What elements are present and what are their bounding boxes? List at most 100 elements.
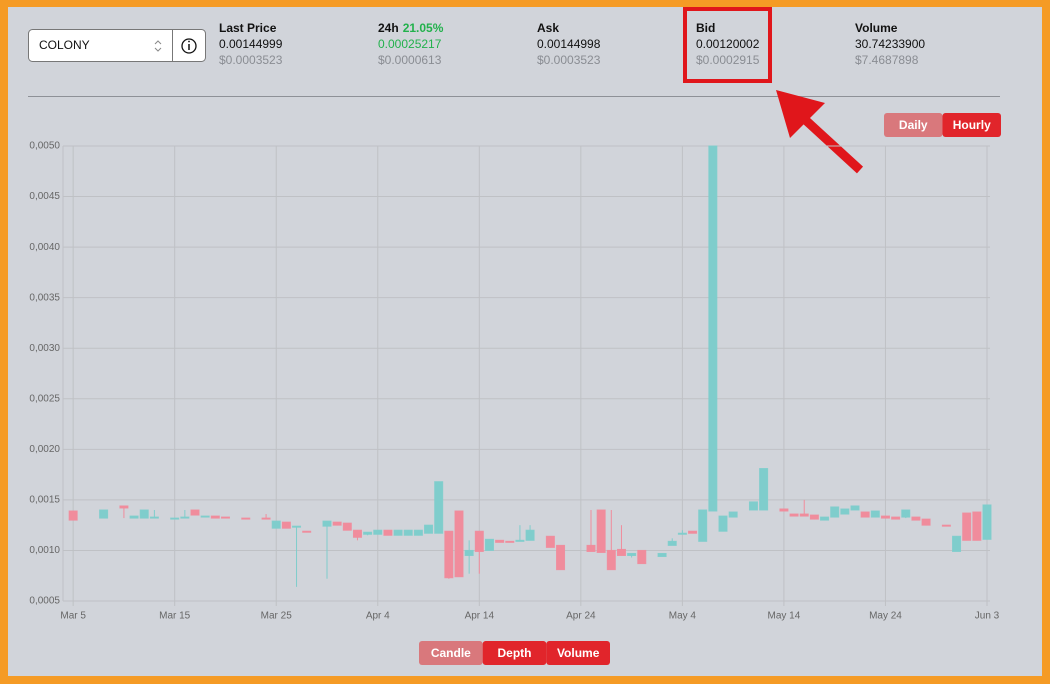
candle-body xyxy=(880,515,890,519)
candle-body xyxy=(474,530,484,552)
candle-body xyxy=(850,505,860,511)
x-tick-label: May 4 xyxy=(669,611,697,622)
candle-body xyxy=(911,516,921,521)
candle-body xyxy=(99,509,109,519)
candle-body xyxy=(68,510,78,521)
toggle-button[interactable] xyxy=(942,113,1002,137)
y-tick-label: 0,0045 xyxy=(29,191,60,202)
candle-body xyxy=(759,468,769,511)
x-tick-label: Mar 15 xyxy=(159,611,191,622)
candle-body xyxy=(779,508,789,512)
annotation-arrow xyxy=(776,90,864,174)
arrow-shaft xyxy=(796,111,864,174)
y-tick-label: 0,0010 xyxy=(29,545,60,556)
stat-label: Ask xyxy=(537,21,559,35)
toggle-button[interactable] xyxy=(482,641,547,665)
candle-body xyxy=(860,511,870,518)
candle-body xyxy=(545,535,555,548)
y-tick-label: 0,0035 xyxy=(29,292,60,303)
y-tick-label: 0,0025 xyxy=(29,393,60,404)
candle-body xyxy=(424,524,434,534)
x-tick-label: May 14 xyxy=(768,611,801,622)
toggle-label[interactable]: Daily xyxy=(899,118,928,132)
candle-body xyxy=(149,516,159,519)
candle-body xyxy=(403,529,413,536)
x-tick-label: May 24 xyxy=(869,611,902,622)
candle-body xyxy=(170,517,180,520)
candle-body xyxy=(698,509,708,542)
toggle-label[interactable]: Candle xyxy=(431,646,471,660)
x-tick-label: Apr 24 xyxy=(566,611,596,622)
candle-body xyxy=(667,540,677,546)
select-box[interactable] xyxy=(28,29,206,62)
candle-body xyxy=(139,509,149,519)
candle-body xyxy=(484,538,494,551)
candle-body xyxy=(748,501,758,511)
stat-label: Last Price xyxy=(219,21,277,35)
candle-body xyxy=(505,540,515,543)
y-tick-label: 0,0020 xyxy=(29,444,60,455)
y-tick-label: 0,0005 xyxy=(29,596,60,607)
candle-body xyxy=(657,552,667,558)
stat-value: 0.00144999 xyxy=(219,37,283,51)
toggle-button[interactable] xyxy=(419,641,483,665)
stat-label: Bid xyxy=(696,21,715,35)
candle-body xyxy=(200,515,210,518)
x-tick-label: Jun 3 xyxy=(975,611,1000,622)
candle-body xyxy=(677,532,687,535)
stat-value: 0.00120002 xyxy=(696,37,760,51)
candle-body xyxy=(596,509,606,553)
candle-body xyxy=(820,516,830,521)
market-select[interactable]: COLONY xyxy=(28,29,206,62)
candle-body xyxy=(830,506,840,518)
stat-change: 21.05% xyxy=(403,21,444,35)
stat-value: 30.74233900 xyxy=(855,37,925,51)
y-tick-label: 0,0040 xyxy=(29,242,60,253)
info-icon[interactable] xyxy=(181,38,197,54)
candle-body xyxy=(556,544,566,571)
candle-body xyxy=(891,516,901,520)
candle-body xyxy=(982,504,992,540)
candle-body xyxy=(728,511,738,518)
toggle-label[interactable]: Volume xyxy=(557,646,600,660)
arrow-head xyxy=(776,90,825,138)
candle-body xyxy=(281,521,291,529)
stat-label: Volume xyxy=(855,21,898,35)
x-tick-label: Mar 5 xyxy=(60,611,86,622)
candle-body xyxy=(708,145,718,512)
stat-usd: $0.0000613 xyxy=(378,53,442,67)
candle-body xyxy=(799,513,809,517)
candle-body xyxy=(129,515,139,519)
candle-body xyxy=(637,549,647,565)
candle-body xyxy=(119,505,129,509)
info-icon-dot xyxy=(188,40,190,43)
candle-body xyxy=(342,522,352,531)
toggle-button[interactable] xyxy=(884,113,943,137)
price-chart: 0,0005 0,0010 0,0015 0,0020 0,0025 0,0030 0,00… xyxy=(29,141,999,622)
candle-body xyxy=(840,508,850,515)
candle-body xyxy=(586,544,596,552)
candle-body xyxy=(383,529,393,536)
toggle-button[interactable] xyxy=(546,641,610,665)
candle-body xyxy=(495,539,505,543)
candle-body xyxy=(220,516,230,519)
candle-body xyxy=(322,520,332,527)
candle-body xyxy=(363,531,373,535)
toggle-label[interactable]: Depth xyxy=(498,646,532,660)
stat-usd: $0.0003523 xyxy=(537,53,601,67)
candle-body xyxy=(952,535,962,552)
candle-body xyxy=(352,529,362,538)
candle-body xyxy=(464,549,474,557)
toggle-label[interactable]: Hourly xyxy=(953,118,991,132)
candle-body xyxy=(972,511,982,541)
select-value[interactable]: COLONY xyxy=(39,38,90,52)
stat-usd: $0.0002915 xyxy=(696,53,760,67)
candle-body xyxy=(180,516,190,519)
candle-body xyxy=(525,529,535,541)
candle-body xyxy=(241,517,251,520)
select-arrows xyxy=(154,40,162,52)
y-tick-label: 0,0030 xyxy=(29,343,60,354)
candle-body xyxy=(444,530,454,579)
candle-body xyxy=(688,530,698,534)
